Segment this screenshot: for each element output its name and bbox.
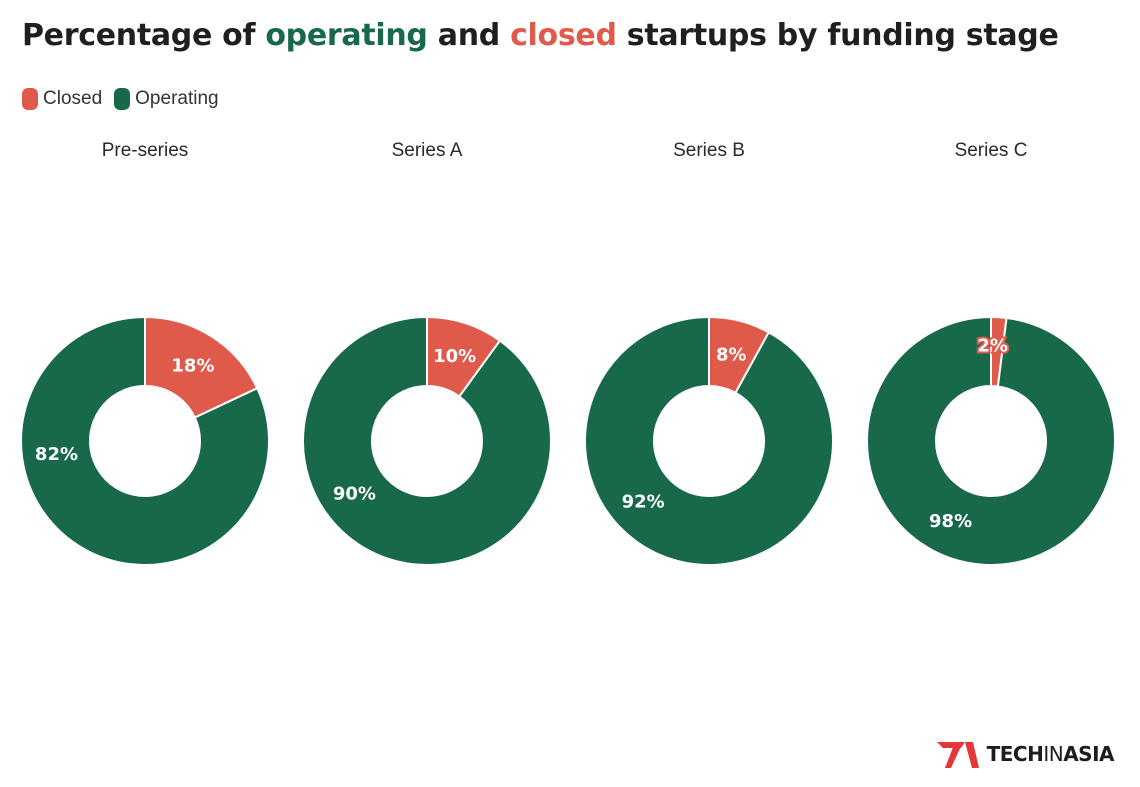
- title-closed-word: closed: [510, 18, 617, 53]
- data-label-closed-series-c: 2%: [977, 336, 1008, 357]
- data-label-operating-pre-series: 82%: [35, 444, 78, 465]
- title-part-2: and: [427, 18, 511, 53]
- panel-label-series-a: Series A: [391, 140, 463, 161]
- donut-series-c: 2% 98%: [866, 315, 1116, 566]
- legend: Closed Operating: [22, 88, 223, 110]
- chart-title: Percentage of operating and closed start…: [22, 18, 1059, 53]
- data-label-operating-series-a: 90%: [333, 483, 376, 504]
- slice-operating-series-a[interactable]: [302, 315, 552, 566]
- slice-closed-pre-series[interactable]: [144, 315, 259, 419]
- slice-operating-series-c[interactable]: [866, 315, 1116, 566]
- data-label-closed-pre-series: 18%: [171, 355, 214, 376]
- title-operating-word: operating: [265, 18, 428, 53]
- slice-operating-series-b[interactable]: [584, 315, 834, 566]
- legend-label-closed: Closed: [43, 88, 103, 109]
- title-part-1: Percentage of: [22, 18, 266, 53]
- data-label-closed-series-b: 8%: [716, 344, 747, 365]
- legend-swatch-closed: [22, 88, 38, 110]
- data-label-operating-series-c: 98%: [929, 511, 972, 532]
- slice-operating-pre-series[interactable]: [20, 315, 270, 566]
- donut-series-b: 8% 92%: [584, 315, 834, 566]
- data-label-closed-series-a: 10%: [433, 346, 476, 367]
- panel-label-pre-series: Pre-series: [101, 140, 189, 161]
- title-part-3: startups by funding stage: [616, 18, 1059, 53]
- data-label-operating-series-b: 92%: [622, 492, 665, 513]
- legend-item-closed[interactable]: Closed: [22, 88, 102, 110]
- techinasia-logo: TECHINASIA: [935, 738, 1114, 770]
- donut-pre-series: 18% 82%: [20, 315, 270, 566]
- legend-swatch-operating: [114, 88, 131, 110]
- techinasia-logo-icon: [936, 742, 979, 768]
- panel-label-series-b: Series B: [673, 140, 745, 161]
- techinasia-logo-text: TECHINASIA: [986, 742, 1115, 766]
- donut-series-a: 10% 90%: [302, 315, 552, 566]
- legend-label-operating: Operating: [135, 88, 219, 109]
- panel-label-series-c: Series C: [954, 140, 1028, 161]
- legend-item-operating[interactable]: Operating: [114, 88, 219, 110]
